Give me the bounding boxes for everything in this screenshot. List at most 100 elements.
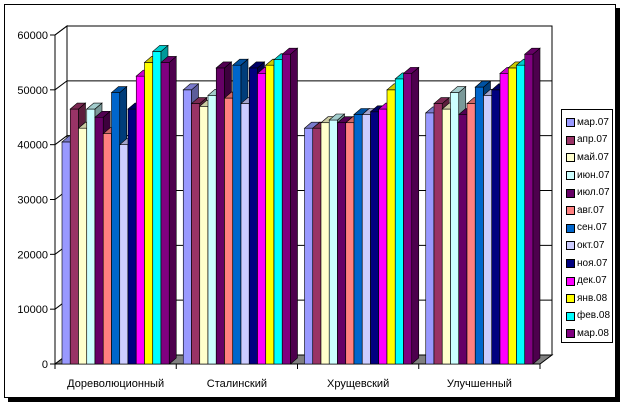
bar-front [328, 119, 338, 365]
legend-label: мар.08 [577, 327, 609, 339]
legend-swatch [566, 171, 575, 181]
legend-item: окт.07 [566, 237, 612, 255]
bar-front [524, 53, 534, 365]
legend-swatch [566, 223, 575, 233]
legend-item: фев.08 [566, 308, 612, 326]
legend-item: июн.07 [566, 167, 612, 185]
legend-item: апр.07 [566, 132, 612, 150]
bar-front [450, 92, 460, 365]
x-category-label: Сталинский [207, 378, 267, 390]
bar-front [248, 67, 258, 365]
y-tick-label: 30000 [17, 195, 48, 207]
bar-front [345, 122, 355, 365]
bar-front [78, 127, 88, 365]
bar-front [182, 89, 192, 365]
bar-front [312, 127, 322, 365]
bar [523, 47, 541, 365]
bar-top [474, 80, 492, 88]
bar-front [483, 95, 493, 365]
bar [281, 47, 299, 365]
legend-label: авг.07 [577, 204, 605, 216]
bar-top [231, 58, 249, 66]
legend-label: июл.07 [577, 187, 610, 199]
legend-item: дек.07 [566, 272, 612, 290]
legend-swatch [566, 241, 575, 251]
bar-front [474, 86, 484, 365]
legend-swatch [566, 259, 575, 269]
y-tick-label: 50000 [17, 85, 48, 97]
bar-front [127, 108, 137, 365]
legend-swatch [566, 276, 575, 286]
bar-front [119, 144, 129, 365]
legend-label: дек.07 [577, 275, 607, 287]
bar-front [337, 122, 347, 365]
legend-label: апр.07 [577, 134, 608, 146]
y-tick-label: 60000 [17, 30, 48, 42]
bar-front [304, 127, 314, 365]
bar-front [361, 114, 371, 365]
legend-label: ноя.07 [577, 257, 608, 269]
legend-label: фев.08 [577, 310, 611, 322]
y-tick-label: 20000 [17, 249, 48, 261]
bar-front [215, 67, 225, 365]
bar-front [135, 75, 145, 365]
legend: мар.07 апр.07 май.07 июн.07 июл.07 авг.07 сен.… [561, 109, 613, 343]
bar-front [257, 73, 267, 365]
legend-label: июн.07 [577, 169, 610, 181]
bar-front [403, 73, 413, 365]
legend-item: мар.07 [566, 114, 612, 132]
legend-item: авг.07 [566, 202, 612, 220]
bar-front [394, 78, 404, 365]
legend-swatch [566, 206, 575, 216]
bar-top [328, 113, 346, 121]
gridline [54, 25, 552, 36]
legend-swatch [566, 118, 575, 128]
bar-front [102, 133, 112, 365]
bar-front [507, 67, 517, 365]
bar-front [516, 64, 526, 365]
bar-top [85, 102, 103, 110]
bar-top [215, 61, 233, 69]
legend-item: июл.07 [566, 184, 612, 202]
bar-front [240, 103, 250, 365]
legend-item: сен.07 [566, 220, 612, 238]
legend-swatch [566, 329, 575, 339]
bar-front [191, 103, 201, 365]
bar-front [69, 108, 79, 365]
bar-front [207, 95, 217, 365]
legend-swatch [566, 311, 575, 321]
bar-front [353, 114, 363, 365]
x-category-label: Дореволюционный [67, 378, 164, 390]
bar-front [144, 62, 154, 365]
bar-side [532, 47, 541, 365]
bar-side [411, 66, 420, 365]
legend-label: мар.07 [577, 116, 609, 128]
bar-front [152, 51, 162, 365]
bar-front [370, 111, 380, 365]
bar-front [94, 116, 104, 365]
legend-swatch [566, 188, 575, 198]
bar-front [425, 112, 435, 365]
bar-front [499, 73, 509, 365]
legend-label: янв.08 [577, 292, 608, 304]
legend-label: окт.07 [577, 239, 605, 251]
legend-item: мар.08 [566, 325, 612, 343]
bar-top [281, 47, 299, 55]
legend-swatch [566, 135, 575, 145]
bar-side [290, 47, 298, 365]
bar-top [69, 102, 87, 110]
bar-top [449, 86, 467, 93]
bar-top [110, 86, 128, 93]
legend-item: ноя.07 [566, 255, 612, 273]
legend-label: май.07 [577, 151, 609, 163]
bar-front [160, 62, 170, 365]
legend-swatch [566, 294, 575, 304]
bar-front [265, 64, 275, 365]
bar-top [94, 110, 112, 118]
bar-front [441, 108, 451, 365]
bar [160, 55, 178, 365]
bar-front [232, 64, 242, 365]
bar-front [61, 141, 71, 365]
x-category-label: Улучшенный [447, 378, 512, 390]
y-tick-label: 40000 [17, 140, 48, 152]
